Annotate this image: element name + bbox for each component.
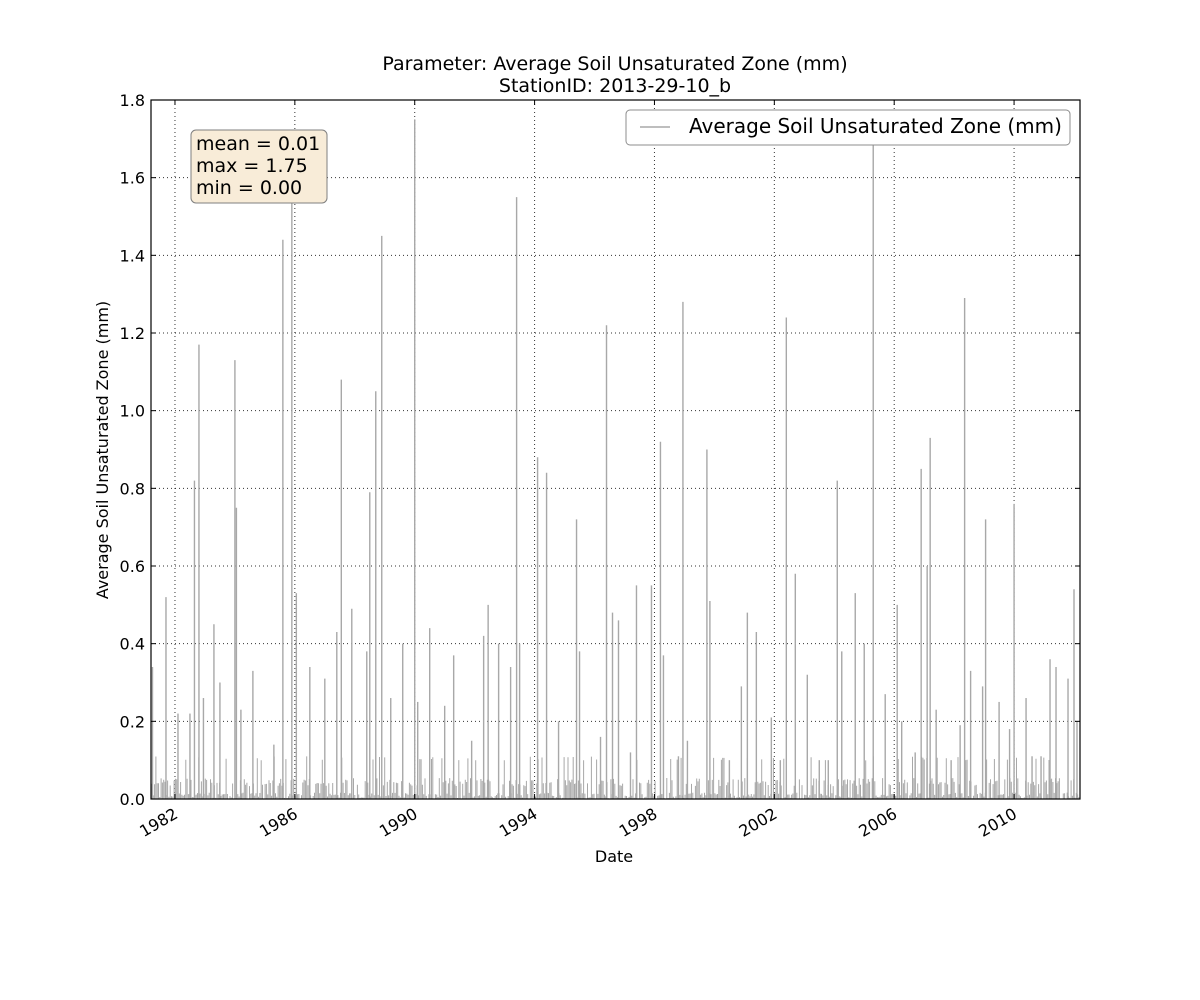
y-tick-label: 0.6	[120, 557, 145, 576]
y-tick-label: 1.8	[120, 91, 145, 110]
y-axis: 0.0 0.2 0.4 0.6 0.8 1.0 1.2 1.4 1.6 1.8	[120, 91, 1080, 809]
stats-max: max = 1.75	[196, 155, 308, 177]
stats-min: min = 0.00	[196, 177, 302, 199]
y-tick-label: 1.6	[120, 169, 145, 188]
stats-box-background	[190, 129, 328, 204]
chart-subtitle: StationID: 2013-29-10_b	[499, 75, 731, 97]
x-axis-label: Date	[595, 847, 633, 866]
y-tick-label: 0.0	[120, 790, 145, 809]
legend-box	[625, 109, 1071, 146]
y-tick-label: 1.0	[120, 402, 145, 421]
series-area	[151, 119, 1080, 799]
y-tick-label: 1.2	[120, 324, 145, 343]
y-tick-label: 1.4	[120, 246, 145, 265]
legend: Average Soil Unsaturated Zone (mm)	[625, 109, 1071, 146]
stats-box: mean = 0.01 max = 1.75 min = 0.00	[190, 129, 328, 204]
chart-title: Parameter: Average Soil Unsaturated Zone…	[382, 53, 847, 75]
y-tick-label: 0.4	[120, 635, 145, 654]
y-axis-label: Average Soil Unsaturated Zone (mm)	[93, 301, 112, 599]
plot-frame	[150, 99, 1081, 800]
stats-mean: mean = 0.01	[196, 133, 320, 155]
legend-label: Average Soil Unsaturated Zone (mm)	[689, 114, 1062, 138]
y-tick-label: 0.8	[120, 479, 145, 498]
y-tick-label: 0.2	[120, 712, 145, 731]
